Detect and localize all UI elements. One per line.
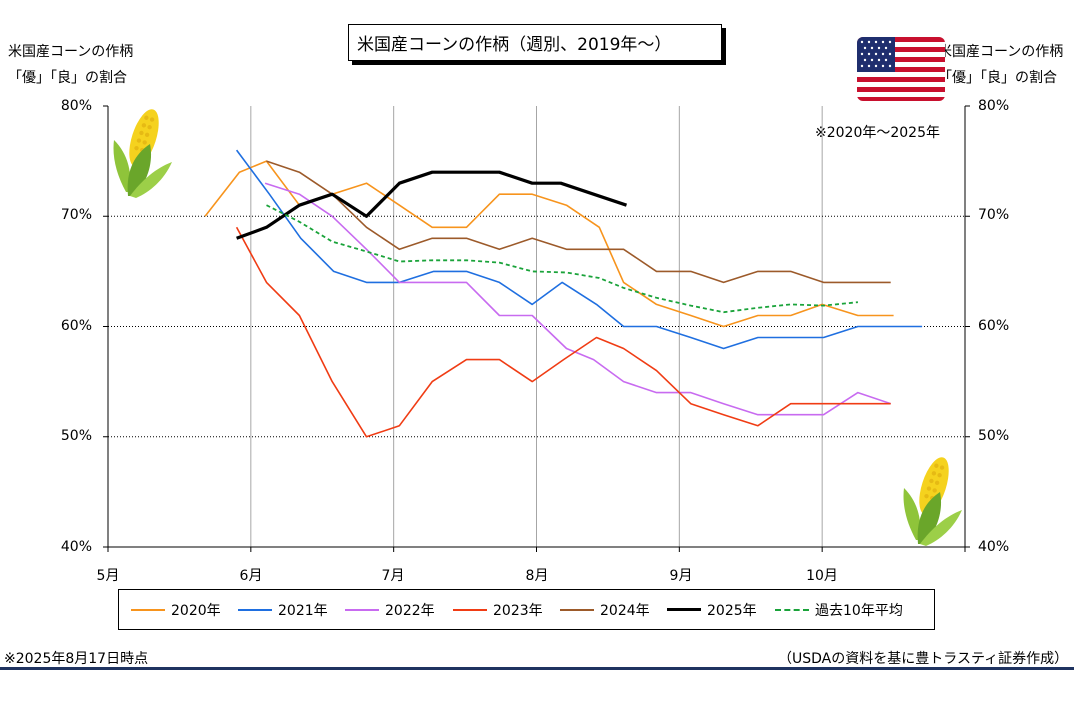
y-tick-right: 40%: [978, 539, 1010, 555]
x-tick: 5月: [96, 568, 120, 584]
range-note: ※2020年～2025年: [815, 125, 940, 141]
left-axis-title-line1: 米国産コーンの作柄: [8, 44, 134, 60]
chart-title: 米国産コーンの作柄（週別、2019年～）: [348, 24, 722, 61]
legend-item-2022: 2022年: [345, 590, 435, 629]
legend-swatch: [775, 608, 809, 611]
series-line: [235, 149, 923, 350]
x-tick: 10月: [806, 568, 838, 584]
source-note: （USDAの資料を基に豊トラスティ証券作成）: [778, 651, 1069, 667]
series-line: [266, 204, 858, 314]
legend-label: 2021年: [278, 602, 328, 619]
series-line: [235, 226, 891, 438]
left-axis-title-line2: 「優」「良」の割合: [8, 70, 127, 86]
x-tick: 9月: [669, 568, 693, 584]
x-tick: 7月: [381, 568, 405, 584]
legend-item-10yr-avg: 過去10年平均: [775, 590, 903, 629]
legend-label: 2022年: [385, 602, 435, 619]
legend-item-2023: 2023年: [453, 590, 543, 629]
legend-swatch: [560, 608, 594, 611]
corn-icon: [113, 109, 172, 198]
footer-divider: [0, 667, 1074, 670]
y-tick-left: 60%: [60, 318, 92, 334]
corn-icon: [903, 457, 962, 546]
legend-item-2020: 2020年: [131, 590, 221, 629]
y-tick-right: 80%: [978, 98, 1010, 114]
us-flag-icon: [857, 37, 945, 101]
chart-series: [204, 149, 923, 438]
right-axis-title-line2: 「優」「良」の割合: [938, 70, 1057, 86]
legend-swatch: [131, 608, 165, 611]
x-tick: 6月: [239, 568, 263, 584]
legend-label: 2024年: [600, 602, 650, 619]
series-line: [266, 160, 891, 284]
chart-legend: 2020年 2021年 2022年 2023年 2024年 2025年 過去10…: [118, 589, 935, 630]
series-line: [264, 182, 891, 416]
chart-grid: [103, 105, 970, 552]
right-axis-title-line1: 米国産コーンの作柄: [938, 44, 1064, 60]
legend-label: 2025年: [707, 602, 757, 619]
y-tick-left: 70%: [60, 207, 92, 223]
y-tick-right: 50%: [978, 428, 1010, 444]
legend-item-2021: 2021年: [238, 590, 328, 629]
y-tick-left: 80%: [60, 98, 92, 114]
date-note: ※2025年8月17日時点: [4, 651, 149, 667]
legend-item-2024: 2024年: [560, 590, 650, 629]
y-tick-left: 50%: [60, 428, 92, 444]
series-line: [236, 170, 628, 240]
legend-swatch: [453, 608, 487, 611]
legend-swatch: [667, 608, 701, 611]
legend-label: 2023年: [493, 602, 543, 619]
y-tick-right: 60%: [978, 318, 1010, 334]
x-tick: 8月: [525, 568, 549, 584]
y-tick-right: 70%: [978, 207, 1010, 223]
legend-swatch: [238, 608, 272, 611]
legend-label: 2020年: [171, 602, 221, 619]
legend-label: 過去10年平均: [815, 602, 903, 619]
y-tick-left: 40%: [60, 539, 92, 555]
line-chart: [103, 105, 970, 552]
legend-swatch: [345, 608, 379, 611]
legend-item-2025: 2025年: [667, 590, 757, 629]
